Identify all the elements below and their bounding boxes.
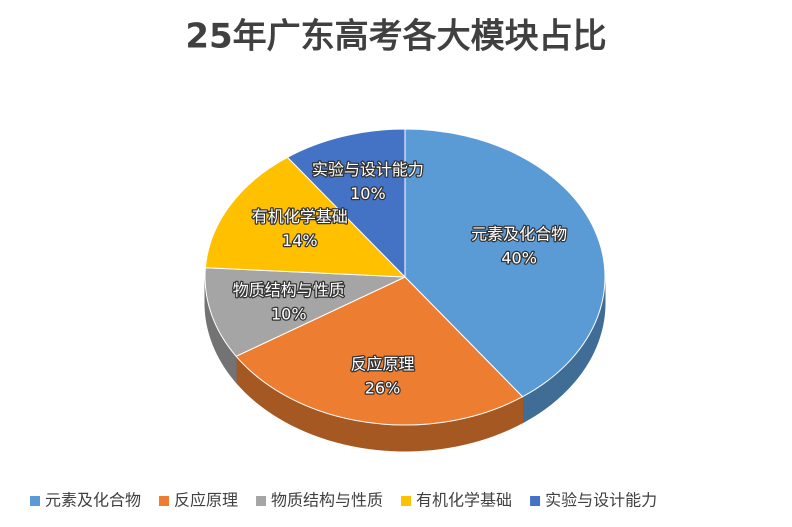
legend-swatch (401, 496, 412, 506)
legend-swatch (30, 496, 40, 506)
slice-label: 实验与设计能力 (312, 160, 424, 179)
slice-value-label: 14% (282, 231, 318, 250)
slice-label: 有机化学基础 (252, 207, 348, 226)
slice (235, 276, 524, 426)
slice-value-label: 40% (501, 248, 537, 267)
legend-swatch (530, 496, 541, 506)
slice-label: 反应原理 (351, 354, 415, 373)
legend-label: 物质结构与性质 (271, 491, 383, 510)
legend-label: 实验与设计能力 (545, 491, 657, 510)
slice-value-label: 10% (271, 305, 307, 324)
slice-value-label: 26% (365, 378, 401, 397)
slice (204, 267, 406, 357)
slice (286, 128, 406, 279)
legend-swatch (159, 496, 170, 506)
slice (404, 128, 606, 398)
legend-label: 元素及化合物 (45, 491, 141, 510)
legend-swatch (256, 496, 267, 506)
chart-title: 25年广东高考各大模块占比 (185, 17, 606, 57)
slice-label: 物质结构与性质 (233, 281, 345, 300)
legend-label: 有机化学基础 (416, 491, 512, 510)
slice (204, 156, 407, 278)
slice-value-label: 10% (350, 184, 386, 203)
slice-label: 元素及化合物 (471, 224, 567, 243)
legend-label: 反应原理 (174, 491, 238, 510)
